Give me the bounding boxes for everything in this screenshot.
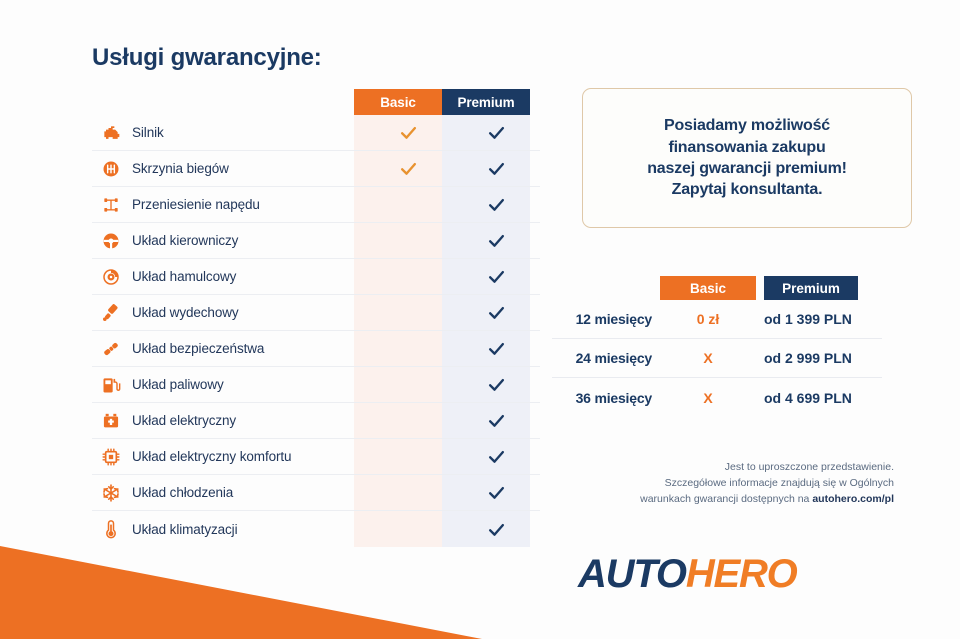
- seatbelt-icon: [92, 339, 130, 359]
- price-premium: od 1 399 PLN: [764, 311, 852, 327]
- pricing-header-spacer: [552, 276, 660, 300]
- feature-label: Układ chłodzenia: [132, 485, 234, 500]
- price-column-header-premium: Premium: [764, 276, 858, 300]
- promo-line-1: Posiadamy możliwość: [663, 117, 831, 135]
- column-header-basic: Basic: [354, 89, 442, 115]
- promo-line-4: Zapytaj konsultanta.: [671, 181, 823, 199]
- premium-cell: [452, 483, 540, 502]
- feature-label: Układ kierowniczy: [132, 233, 239, 248]
- engine-icon: [92, 123, 130, 143]
- exhaust-pipe-icon: [92, 303, 130, 323]
- table-row: 12 miesięcy 0 zł od 1 399 PLN: [552, 300, 882, 339]
- brake-disc-icon: [92, 267, 130, 287]
- feature-label: Układ bezpieczeństwa: [132, 341, 265, 356]
- price-term: 12 miesięcy: [575, 311, 653, 327]
- column-header-premium: Premium: [442, 89, 530, 115]
- feature-label: Układ hamulcowy: [132, 269, 237, 284]
- feature-label: Silnik: [132, 125, 164, 140]
- table-row: Układ elektryczny: [92, 403, 540, 439]
- premium-cell: [452, 231, 540, 250]
- premium-cell: [452, 195, 540, 214]
- price-basic: 0 zł: [696, 311, 720, 327]
- table-row: Układ elektryczny komfortu: [92, 439, 540, 475]
- thermometer-icon: [92, 519, 130, 539]
- price-premium: od 4 699 PLN: [764, 389, 852, 406]
- premium-cell: [452, 159, 540, 178]
- premium-cell: [452, 447, 540, 466]
- table-row: Układ kierowniczy: [92, 223, 540, 259]
- premium-cell: [452, 267, 540, 286]
- price-premium: od 2 999 PLN: [764, 350, 852, 366]
- gearbox-icon: [92, 159, 130, 179]
- premium-cell: [452, 375, 540, 394]
- snowflake-icon: [92, 483, 130, 503]
- premium-cell: [452, 303, 540, 322]
- disclaimer-line-1: Jest to uproszczone przedstawienie.: [724, 461, 894, 473]
- feature-label: Układ wydechowy: [132, 305, 239, 320]
- chip-icon: [92, 447, 130, 467]
- table-row: Układ chłodzenia: [92, 475, 540, 511]
- basic-cell: [364, 159, 452, 178]
- premium-cell: [452, 123, 540, 142]
- logo-auto-text: AUTO: [578, 552, 687, 596]
- price-column-header-basic: Basic: [660, 276, 756, 300]
- drivetrain-axle-icon: [92, 195, 130, 215]
- price-basic: X: [703, 350, 713, 366]
- table-row: Układ wydechowy: [92, 295, 540, 331]
- steering-wheel-icon: [92, 231, 130, 251]
- table-row: Przeniesienie napędu: [92, 187, 540, 223]
- price-basic: X: [703, 389, 713, 406]
- table-row: 24 miesięcy X od 2 999 PLN: [552, 339, 882, 378]
- table-row: Silnik: [92, 115, 540, 151]
- disclaimer-line-3-prefix: warunkach gwarancji dostępnych na: [640, 492, 813, 505]
- financing-promo-box: Posiadamy możliwość finansowania zakupu …: [582, 88, 912, 228]
- premium-cell: [452, 411, 540, 430]
- basic-cell: [364, 123, 452, 142]
- feature-label: Układ paliwowy: [132, 377, 224, 392]
- disclaimer-line-2: Szczegółowe informacje znajdują się w Og…: [664, 476, 894, 489]
- table-row: Skrzynia biegów: [92, 151, 540, 187]
- feature-label: Układ elektryczny: [132, 413, 237, 428]
- table-row: Układ paliwowy: [92, 367, 540, 403]
- promo-line-3: naszej gwarancji premium!: [647, 160, 847, 177]
- basic-column-band: [354, 89, 442, 547]
- premium-cell: [452, 339, 540, 358]
- page-title: Usługi gwarancyjne:: [92, 44, 322, 71]
- table-row: 36 miesięcy X od 4 699 PLN: [552, 378, 882, 417]
- pricing-table: Basic Premium 12 miesięcy 0 zł od 1 399 …: [552, 276, 882, 417]
- feature-label: Układ klimatyzacji: [132, 521, 238, 537]
- premium-column-band: [442, 89, 530, 547]
- right-panel: Posiadamy możliwość finansowania zakupu …: [552, 0, 960, 639]
- logo-hero-text: HERO: [685, 552, 798, 596]
- premium-cell: [452, 520, 540, 539]
- features-table: Basic Premium Silnik: [92, 89, 540, 547]
- disclaimer-text: Jest to uproszczone przedstawienie. Szcz…: [552, 460, 894, 508]
- features-header-spacer: [92, 89, 354, 115]
- pricing-table-header: Basic Premium: [552, 276, 882, 300]
- autohero-logo: AUTOHERO: [578, 552, 918, 597]
- warranty-features-panel: Usługi gwarancyjne: Basic Premium Silnik: [92, 44, 540, 547]
- table-row: Układ bezpieczeństwa: [92, 331, 540, 367]
- disclaimer-line-3: warunkach gwarancji dostępnych na autohe…: [552, 492, 894, 508]
- battery-icon: [92, 411, 130, 431]
- feature-label: Układ elektryczny komfortu: [132, 449, 292, 464]
- features-table-header: Basic Premium: [92, 89, 540, 115]
- table-row: Układ hamulcowy: [92, 259, 540, 295]
- feature-label: Skrzynia biegów: [132, 161, 229, 176]
- price-term: 24 miesięcy: [575, 350, 653, 366]
- feature-label: Przeniesienie napędu: [132, 197, 260, 212]
- fuel-pump-icon: [92, 375, 130, 395]
- pricing-header-gap: [756, 276, 764, 300]
- table-row: Układ klimatyzacji: [92, 511, 540, 547]
- autohero-url-link[interactable]: autohero.com/pl: [812, 492, 894, 505]
- promo-line-2: finansowania zakupu: [668, 138, 826, 156]
- price-term: 36 miesięcy: [575, 389, 653, 406]
